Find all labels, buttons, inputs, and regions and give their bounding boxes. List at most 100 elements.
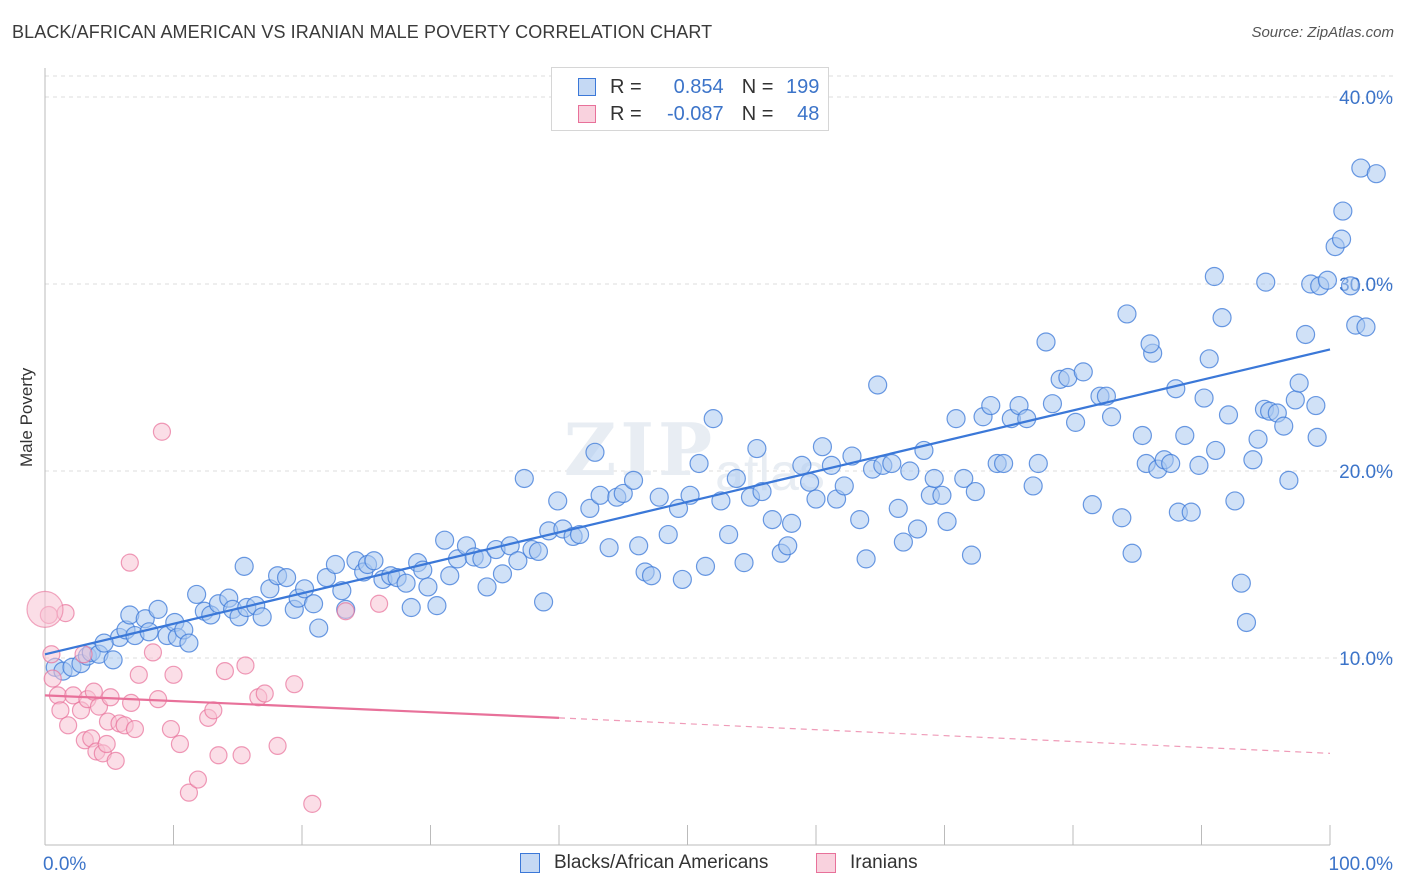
data-point-blacks	[882, 453, 902, 474]
data-point-blacks	[325, 554, 346, 575]
data-point-blacks	[1243, 450, 1263, 470]
data-point-blacks	[778, 536, 798, 556]
data-point-blacks	[309, 618, 329, 638]
data-point-blacks	[364, 551, 384, 571]
data-point-blacks	[812, 437, 833, 457]
data-point-iranians	[43, 669, 62, 688]
data-point-blacks	[599, 538, 619, 558]
y-tick-label: 20.0%	[1339, 462, 1393, 483]
data-point-blacks	[1112, 508, 1132, 528]
data-point-blacks	[937, 511, 957, 532]
series-legend: Blacks/African Americans Iranians	[0, 852, 1406, 878]
data-point-iranians	[74, 645, 93, 664]
data-point-blacks	[492, 564, 513, 584]
trendline-blacks	[44, 348, 1331, 656]
data-point-iranians	[268, 736, 287, 755]
legend-row-iranians: R = -0.087 N = 48	[578, 103, 819, 125]
n-value: 48	[797, 102, 820, 125]
data-point-blacks	[1289, 373, 1309, 393]
legend-item-iranians[interactable]: Iranians	[816, 852, 918, 874]
data-point-blacks	[1042, 394, 1063, 414]
legend-item-blacks[interactable]: Blacks/African Americans	[520, 852, 768, 874]
r-value: 0.854	[673, 75, 724, 98]
data-point-blacks	[893, 532, 913, 552]
data-point-iranians	[232, 746, 251, 765]
data-point-blacks	[528, 541, 549, 562]
legend-label: Iranians	[850, 852, 918, 873]
x-tick-label: 100.0%	[1329, 854, 1394, 875]
data-point-iranians	[336, 602, 355, 621]
data-point-blacks	[649, 487, 669, 507]
x-tick-label: 0.0%	[43, 854, 86, 875]
data-point-blacks	[695, 556, 716, 576]
trendline-iranians-extension	[558, 717, 1331, 754]
data-point-blacks	[303, 594, 324, 614]
data-point-blacks	[1231, 573, 1251, 593]
data-point-blacks	[1199, 349, 1219, 369]
data-point-blacks	[613, 483, 633, 504]
data-point-blacks	[1356, 317, 1376, 337]
data-point-iranians	[42, 645, 61, 664]
data-point-iranians	[51, 701, 70, 720]
data-point-blacks	[435, 530, 455, 550]
legend-swatch-pink	[578, 105, 596, 123]
r-label: R =	[610, 102, 642, 125]
data-point-blacks	[1065, 412, 1086, 432]
y-tick-label: 40.0%	[1339, 88, 1393, 109]
data-point-iranians	[204, 701, 223, 720]
legend-swatch-pink	[816, 853, 836, 873]
data-point-iranians	[129, 665, 148, 684]
data-point-iranians	[209, 746, 228, 765]
data-point-blacks	[1366, 164, 1386, 184]
data-point-blacks	[514, 468, 534, 489]
data-point-blacks	[954, 468, 974, 489]
data-point-blacks	[792, 455, 812, 475]
data-point-blacks	[1307, 427, 1327, 447]
data-point-blacks	[1218, 405, 1239, 425]
data-point-iranians	[59, 716, 78, 735]
data-point-blacks	[1189, 455, 1209, 475]
data-point-blacks	[629, 536, 649, 556]
r-value: -0.087	[666, 102, 724, 125]
data-point-iranians	[164, 665, 183, 684]
data-point-blacks	[850, 510, 870, 530]
data-point-iranians	[161, 719, 181, 739]
data-point-blacks	[1331, 229, 1352, 249]
data-point-blacks	[1236, 612, 1257, 633]
data-point-blacks	[396, 573, 416, 593]
data-point-blacks	[1023, 476, 1043, 496]
data-point-blacks	[1225, 491, 1245, 511]
data-point-blacks	[1285, 390, 1305, 410]
data-point-blacks	[94, 633, 114, 653]
data-point-iranians	[106, 751, 125, 770]
data-point-blacks	[907, 519, 928, 539]
data-point-blacks	[1181, 502, 1201, 522]
data-point-blacks	[1212, 308, 1232, 328]
legend-row-blacks: R = 0.854 N = 199	[578, 76, 819, 98]
data-point-blacks	[726, 468, 746, 489]
data-point-blacks	[1073, 362, 1093, 382]
data-point-blacks	[1279, 470, 1299, 490]
data-point-blacks	[623, 470, 644, 490]
data-point-blacks	[1340, 276, 1361, 296]
data-point-blacks	[508, 551, 528, 571]
data-point-blacks	[834, 476, 854, 496]
data-point-blacks	[734, 553, 754, 573]
data-point-blacks	[187, 584, 207, 605]
data-point-iranians	[255, 684, 274, 703]
data-point-blacks	[1175, 425, 1195, 446]
data-point-blacks	[1132, 425, 1152, 446]
data-point-iranians	[125, 719, 145, 739]
data-point-blacks	[965, 481, 985, 502]
data-point-blacks	[103, 650, 123, 670]
data-point-blacks	[440, 566, 460, 586]
data-point-blacks	[1117, 304, 1137, 324]
data-point-blacks	[569, 524, 590, 545]
data-point-blacks	[276, 567, 297, 588]
legend-label: Blacks/African Americans	[554, 852, 769, 873]
data-point-blacks	[1028, 453, 1048, 474]
data-point-iranians	[215, 661, 234, 681]
data-point-blacks	[711, 491, 731, 511]
data-point-blacks	[1206, 440, 1226, 461]
data-point-blacks	[1036, 332, 1056, 352]
